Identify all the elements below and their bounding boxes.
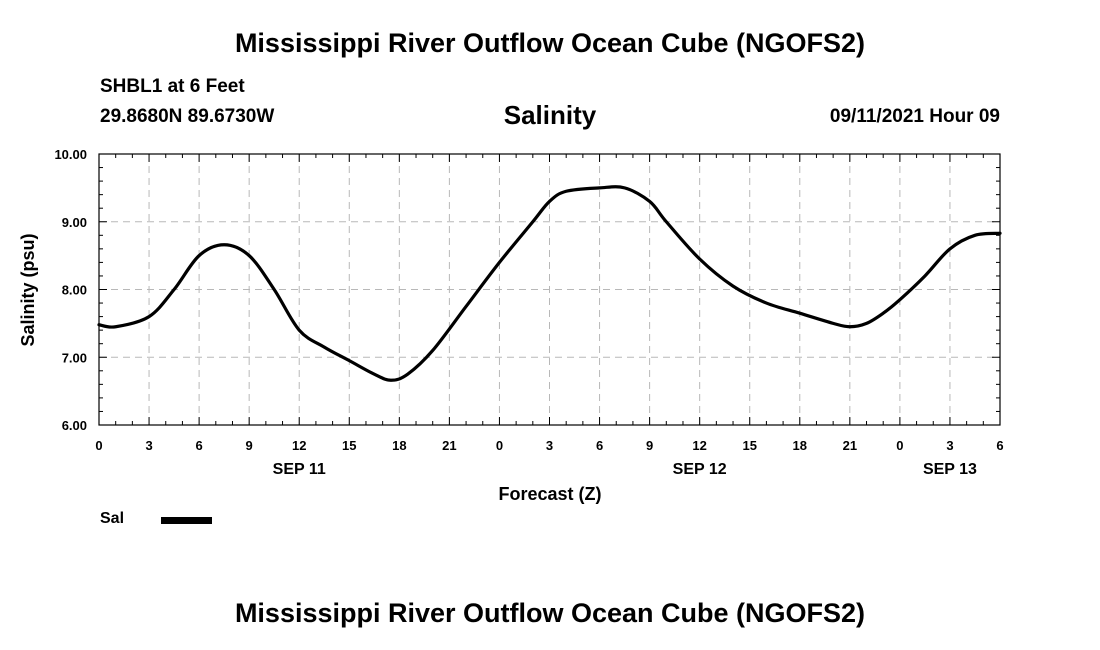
grid-lines: [99, 154, 1000, 425]
tick-labels: 0 3 6 9 12 15 18 21 0 3 6 9 12 15 18 21 0 3 6 6.00 7.00 8.00 9…: [54, 147, 1003, 478]
x-tick-label: 3: [546, 438, 553, 453]
series-layer: [97, 185, 1002, 382]
legend-swatch: [161, 517, 212, 524]
y-axis-label: Salinity (psu): [18, 233, 38, 346]
y-tick-label: 10.00: [54, 147, 87, 162]
x-tick-label: 0: [896, 438, 903, 453]
x-tick-label: 21: [843, 438, 857, 453]
chart-subtitle: Salinity: [503, 100, 597, 130]
x-tick-label: 6: [596, 438, 603, 453]
x-tick-label: 3: [145, 438, 152, 453]
tick-marks: [98, 153, 1001, 426]
footer-title: Mississippi River Outflow Ocean Cube (NG…: [234, 598, 866, 628]
x-tick-label: 21: [442, 438, 456, 453]
chart-main-title: Mississippi River Outflow Ocean Cube (NG…: [234, 28, 866, 58]
x-tick-label: 15: [742, 438, 756, 453]
x-tick-label: 6: [996, 438, 1003, 453]
x-tick-label: 18: [793, 438, 807, 453]
x-tick-label: 9: [646, 438, 653, 453]
x-tick-label: 12: [292, 438, 306, 453]
x-tick-label: 12: [692, 438, 706, 453]
forecast-datetime: 09/11/2021 Hour 09: [829, 106, 1000, 127]
x-tick-label: 6: [195, 438, 202, 453]
series-line-sal: [97, 185, 1002, 382]
date-label: SEP 13: [923, 461, 977, 478]
x-axis-label: Forecast (Z): [498, 484, 601, 504]
x-tick-label: 0: [95, 438, 102, 453]
x-tick-label: 15: [342, 438, 356, 453]
station-coordinates: 29.8680N 89.6730W: [100, 106, 275, 127]
x-tick-label: 0: [496, 438, 503, 453]
x-tick-label: 18: [392, 438, 406, 453]
station-label: SHBL1 at 6 Feet: [100, 76, 245, 97]
x-tick-label: 9: [246, 438, 253, 453]
legend-label: Sal: [100, 510, 125, 527]
y-tick-label: 9.00: [62, 215, 87, 230]
date-label: SEP 11: [273, 461, 326, 478]
date-label: SEP 12: [673, 461, 727, 478]
x-tick-label: 3: [946, 438, 953, 453]
y-tick-label: 7.00: [62, 350, 87, 365]
y-tick-label: 8.00: [62, 283, 87, 298]
y-tick-label: 6.00: [62, 418, 87, 433]
